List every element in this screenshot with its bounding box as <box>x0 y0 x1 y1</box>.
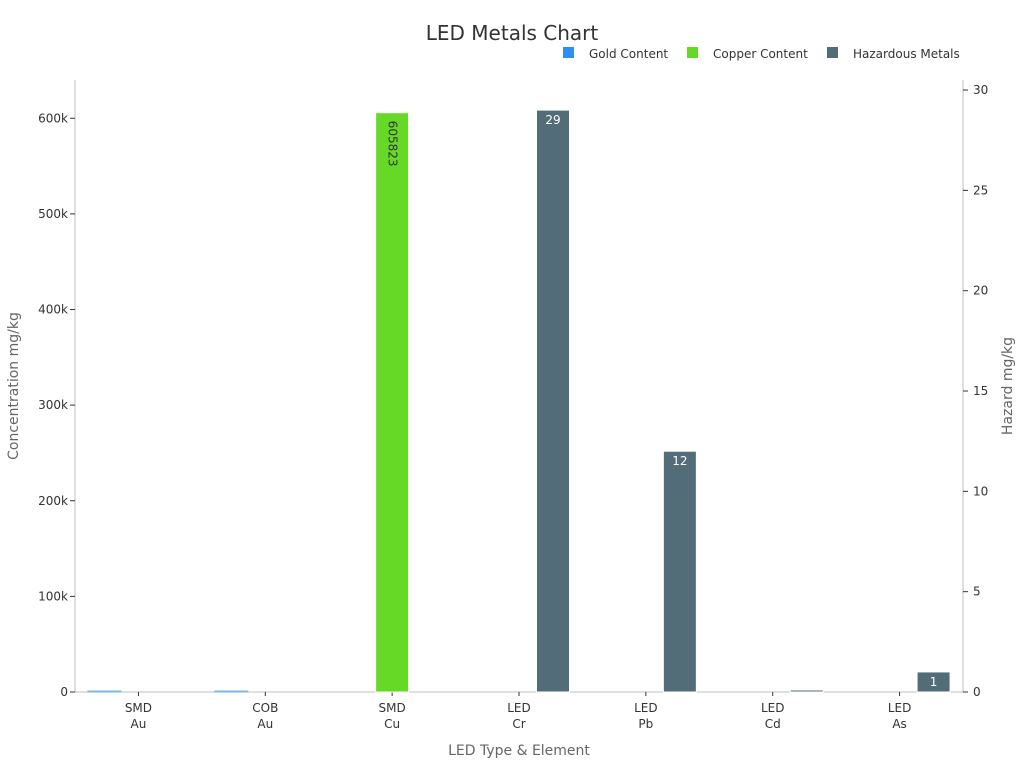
x-tick-label: LED <box>634 701 658 715</box>
bar-hazardous-metals <box>916 671 951 693</box>
legend-swatch <box>827 47 838 58</box>
data-label: 12 <box>672 454 687 468</box>
bar-hazardous-metals <box>536 109 570 693</box>
x-tick-label: LED <box>761 701 785 715</box>
y2-tick-label: 0 <box>973 685 981 699</box>
x-axis-title: LED Type & Element <box>448 743 590 759</box>
y2-axis-title: Hazard mg/kg <box>1000 337 1016 435</box>
legend-label: Gold Content <box>589 47 668 61</box>
bar-copper-content <box>375 112 410 693</box>
y2-tick-label: 5 <box>973 585 981 599</box>
data-labels: 605823 29 12 1 <box>386 113 938 689</box>
y2-tick-label: 25 <box>973 183 988 197</box>
x-tick-label: SMD <box>125 701 152 715</box>
x-tick-label: COB <box>252 701 278 715</box>
legend: Gold Content Copper Content Hazardous Meta… <box>563 47 960 61</box>
bar-hazardous-metals <box>789 689 824 693</box>
legend-label: Copper Content <box>713 47 808 61</box>
x-tick-label: Cu <box>384 717 400 731</box>
legend-label: Hazardous Metals <box>853 47 960 61</box>
x-axis-ticks: SMD Au COB Au SMD Cu LED Cr LED Pb LED Cd LED As <box>125 692 912 731</box>
x-tick-label: Cd <box>765 717 781 731</box>
y2-tick-label: 30 <box>973 83 988 97</box>
legend-swatch <box>687 47 698 58</box>
y-axis-title: Concentration mg/kg <box>6 312 22 460</box>
y-tick-label: 100k <box>38 589 68 603</box>
chart-title: LED Metals Chart <box>426 21 599 45</box>
data-label: 29 <box>545 113 560 127</box>
data-label: 605823 <box>386 121 400 167</box>
x-tick-label: Cr <box>512 717 525 731</box>
bar-gold-content <box>214 690 249 693</box>
y2-tick-label: 20 <box>973 284 988 298</box>
y-tick-label: 600k <box>38 111 68 125</box>
y-tick-label: 200k <box>38 494 68 508</box>
y-axis-ticks: 0 100k 200k 300k 400k 500k 600k <box>38 111 75 699</box>
x-tick-label: SMD <box>379 701 406 715</box>
x-tick-label: Au <box>257 717 273 731</box>
data-label: 1 <box>930 675 938 689</box>
y2-tick-label: 10 <box>973 484 988 498</box>
y-tick-label: 0 <box>60 685 68 699</box>
bar-hazardous-metals <box>662 450 697 693</box>
y-tick-label: 500k <box>38 207 68 221</box>
x-tick-label: LED <box>888 701 912 715</box>
x-tick-label: LED <box>507 701 531 715</box>
bar-gold-content <box>87 690 122 693</box>
legend-swatch <box>563 47 574 58</box>
x-tick-label: Pb <box>638 717 653 731</box>
x-tick-label: Au <box>131 717 147 731</box>
y-tick-label: 400k <box>38 303 68 317</box>
y-tick-label: 300k <box>38 398 68 412</box>
y2-tick-label: 15 <box>973 384 988 398</box>
x-tick-label: As <box>892 717 906 731</box>
bars <box>87 109 951 693</box>
y2-axis-ticks: 0 5 10 15 20 25 30 <box>963 83 988 699</box>
